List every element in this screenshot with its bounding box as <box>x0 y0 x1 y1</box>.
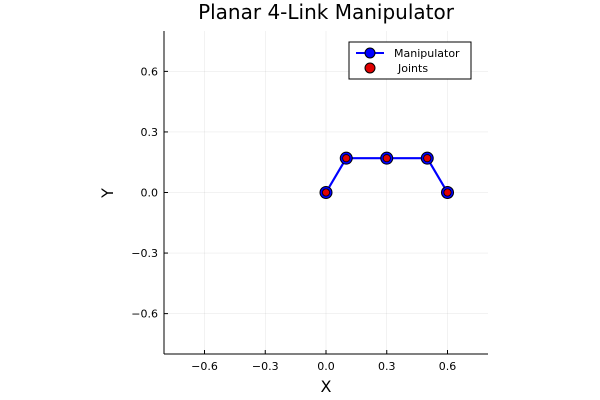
y-tick-label: 0.6 <box>141 65 159 78</box>
joint-marker <box>321 188 330 197</box>
chart-title: Planar 4-Link Manipulator <box>198 0 455 24</box>
legend-marker-joints <box>364 62 376 74</box>
legend: Manipulator Joints <box>348 41 472 80</box>
legend-label-joints: Joints <box>397 62 428 75</box>
x-tick-label: −0.3 <box>252 360 279 373</box>
joint-marker <box>342 154 351 163</box>
series-layer <box>319 151 454 199</box>
joint-marker <box>382 154 391 163</box>
x-axis-label: X <box>321 377 332 396</box>
legend-label-manipulator: Manipulator <box>394 47 460 60</box>
x-tick-label: 0.0 <box>317 360 335 373</box>
y-axis-label: Y <box>98 188 117 199</box>
x-tick-label: 0.6 <box>439 360 457 373</box>
x-tick-label: 0.3 <box>378 360 396 373</box>
tick-layer: −0.6 −0.3 0.0 0.3 0.6 −0.6 −0.3 0.0 0.3 0.6 <box>131 65 456 373</box>
joint-marker <box>423 154 432 163</box>
joint-marker <box>443 188 452 197</box>
y-tick-label: 0.0 <box>141 187 159 200</box>
y-tick-label: 0.3 <box>141 126 159 139</box>
legend-marker-manipulator <box>364 47 376 59</box>
y-tick-label: −0.6 <box>131 308 158 321</box>
y-tick-label: −0.3 <box>131 247 158 260</box>
x-tick-label: −0.6 <box>191 360 218 373</box>
